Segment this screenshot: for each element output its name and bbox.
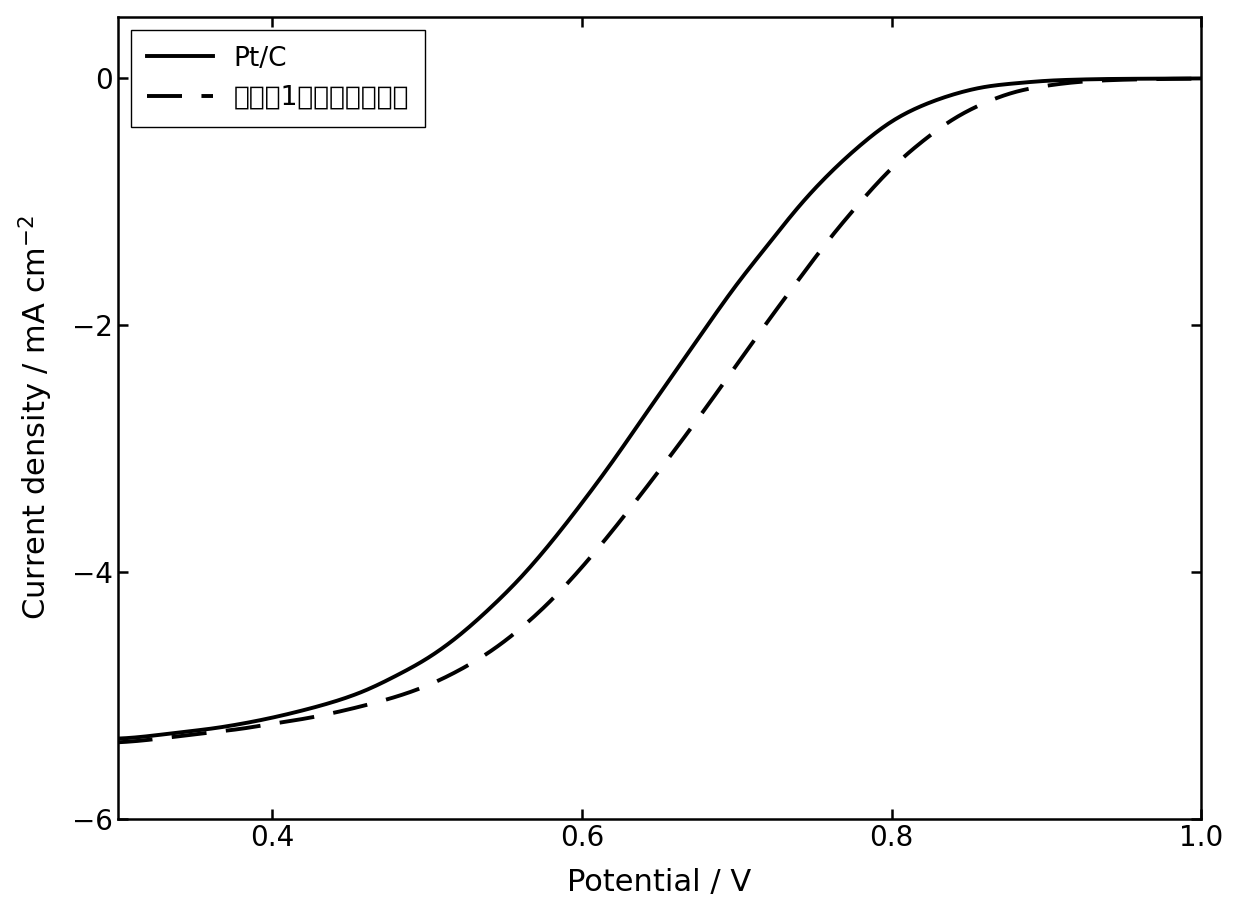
实施例1中所制备催化刑 [1194,73,1209,84]
X-axis label: Potential / V: Potential / V [567,868,751,898]
Pt/C [1185,73,1200,84]
Pt/C [631,419,646,430]
Legend: Pt/C, 实施例1中所制备催化刑: Pt/C, 实施例1中所制备催化刑 [130,30,425,127]
Pt/C [625,428,640,439]
Pt/C [110,733,125,744]
Pt/C [1168,73,1183,84]
Pt/C [755,246,770,257]
实施例1中所制备催化刑 [110,737,125,748]
实施例1中所制备催化刑 [631,492,646,503]
Line: Pt/C: Pt/C [118,79,1202,739]
Line: 实施例1中所制备催化刑: 实施例1中所制备催化刑 [118,79,1202,742]
实施例1中所制备催化刑 [1168,73,1183,84]
Pt/C [697,324,712,335]
实施例1中所制备催化刑 [755,324,770,335]
Pt/C [998,79,1013,90]
实施例1中所制备催化刑 [697,405,712,416]
实施例1中所制备催化刑 [998,90,1013,101]
实施例1中所制备催化刑 [625,500,640,511]
Y-axis label: Current density / mA cm$^{-2}$: Current density / mA cm$^{-2}$ [16,215,55,621]
Pt/C [1194,73,1209,84]
